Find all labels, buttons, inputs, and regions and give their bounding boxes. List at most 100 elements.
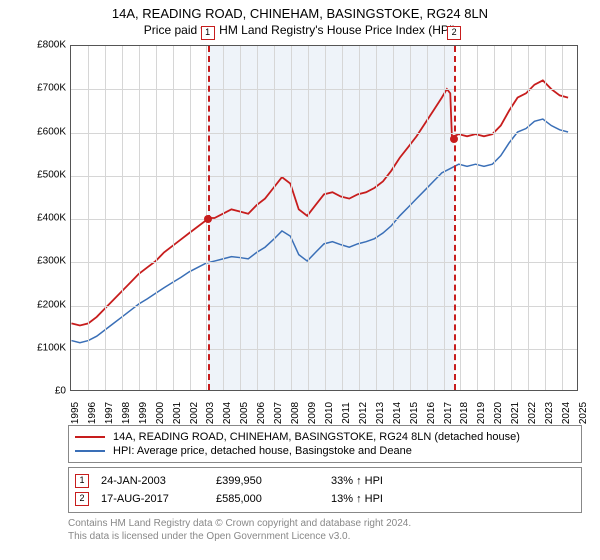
x-tick-label: 2024 [561, 402, 572, 424]
y-tick-label: £400K [37, 213, 66, 224]
gridline-v [257, 46, 258, 390]
gridline-v [427, 46, 428, 390]
x-tick-label: 2005 [239, 402, 250, 424]
sale-point [450, 135, 458, 143]
gridline-h [71, 306, 577, 307]
sale-date: 17-AUG-2017 [101, 493, 216, 505]
x-tick-label: 2014 [392, 402, 403, 424]
gridline-v [494, 46, 495, 390]
plot-region: 12 [70, 45, 578, 391]
gridline-v [359, 46, 360, 390]
legend-swatch [75, 450, 105, 452]
marker-label-box: 1 [201, 26, 215, 40]
x-tick-label: 2011 [341, 402, 352, 424]
sale-pct-vs-hpi: 13% ↑ HPI [331, 493, 431, 505]
sale-marker-icon: 2 [75, 492, 89, 506]
footer-line1: Contains HM Land Registry data © Crown c… [68, 517, 582, 530]
line-series-svg [71, 46, 577, 390]
footer: Contains HM Land Registry data © Crown c… [68, 517, 582, 543]
x-tick-label: 2023 [544, 402, 555, 424]
x-tick-label: 2016 [426, 402, 437, 424]
x-tick-label: 2003 [205, 402, 216, 424]
x-tick-label: 2007 [273, 402, 284, 424]
sale-row: 2 17-AUG-2017£585,00013% ↑ HPI [75, 490, 575, 508]
gridline-v [342, 46, 343, 390]
sale-date: 24-JAN-2003 [101, 475, 216, 487]
legend-label: 14A, READING ROAD, CHINEHAM, BASINGSTOKE… [113, 431, 520, 443]
marker-label-box: 2 [447, 26, 461, 40]
gridline-v [223, 46, 224, 390]
x-tick-label: 2012 [358, 402, 369, 424]
x-tick-label: 2019 [476, 402, 487, 424]
gridline-h [71, 133, 577, 134]
gridline-v [88, 46, 89, 390]
x-tick-label: 2006 [256, 402, 267, 424]
x-tick-label: 1997 [104, 402, 115, 424]
gridline-v [274, 46, 275, 390]
y-tick-label: £300K [37, 256, 66, 267]
x-tick-label: 2008 [290, 402, 301, 424]
x-tick-label: 2018 [459, 402, 470, 424]
gridline-v [308, 46, 309, 390]
y-tick-label: £200K [37, 299, 66, 310]
gridline-v [139, 46, 140, 390]
gridline-v [393, 46, 394, 390]
gridline-v [511, 46, 512, 390]
gridline-v [105, 46, 106, 390]
title-block: 14A, READING ROAD, CHINEHAM, BASINGSTOKE… [8, 6, 592, 37]
footer-line2: This data is licensed under the Open Gov… [68, 530, 582, 543]
x-tick-label: 2001 [172, 402, 183, 424]
gridline-v [444, 46, 445, 390]
x-tick-label: 1998 [121, 402, 132, 424]
sale-price: £585,000 [216, 493, 331, 505]
x-tick-label: 1999 [138, 402, 149, 424]
chart-container: 14A, READING ROAD, CHINEHAM, BASINGSTOKE… [0, 0, 600, 560]
y-tick-label: £100K [37, 342, 66, 353]
gridline-v [122, 46, 123, 390]
gridline-v [173, 46, 174, 390]
gridline-v [240, 46, 241, 390]
sale-row: 124-JAN-2003£399,95033% ↑ HPI [75, 472, 575, 490]
x-tick-label: 1996 [87, 402, 98, 424]
sale-price: £399,950 [216, 475, 331, 487]
y-tick-label: £800K [37, 40, 66, 51]
legend-row: 14A, READING ROAD, CHINEHAM, BASINGSTOKE… [75, 430, 575, 444]
legend-swatch [75, 436, 105, 438]
sale-marker-icon: 1 [75, 474, 89, 488]
x-tick-label: 2010 [324, 402, 335, 424]
chart-subtitle: Price paid vs. HM Land Registry's House … [8, 23, 592, 37]
gridline-v [376, 46, 377, 390]
gridline-v [477, 46, 478, 390]
gridline-v [545, 46, 546, 390]
y-tick-label: £700K [37, 83, 66, 94]
x-tick-label: 1995 [70, 402, 81, 424]
x-tick-label: 2013 [375, 402, 386, 424]
gridline-v [156, 46, 157, 390]
gridline-h [71, 262, 577, 263]
y-tick-label: £500K [37, 169, 66, 180]
gridline-v [410, 46, 411, 390]
x-tick-label: 2002 [189, 402, 200, 424]
x-tick-label: 2020 [493, 402, 504, 424]
gridline-h [71, 89, 577, 90]
gridline-v [325, 46, 326, 390]
legend-box: 14A, READING ROAD, CHINEHAM, BASINGSTOKE… [68, 425, 582, 463]
x-tick-label: 2021 [510, 402, 521, 424]
gridline-v [460, 46, 461, 390]
sale-point [204, 215, 212, 223]
gridline-v [190, 46, 191, 390]
gridline-v [528, 46, 529, 390]
legend-label: HPI: Average price, detached house, Basi… [113, 445, 412, 457]
x-tick-label: 2025 [578, 402, 589, 424]
y-axis: £0£100K£200K£300K£400K£500K£600K£700K£80… [24, 45, 68, 391]
sales-table: 124-JAN-2003£399,95033% ↑ HPI217-AUG-201… [68, 467, 582, 513]
gridline-v [562, 46, 563, 390]
x-tick-label: 2017 [443, 402, 454, 424]
x-axis: 1995 1996 1997 1998 1999 2000 2001 2002 2003 2004… [70, 393, 578, 421]
chart-area: £0 £100K £200K £300K £400K £500K £600K £700K £80… [24, 41, 584, 421]
x-tick-label: 2000 [155, 402, 166, 424]
legend-row: HPI: Average price, detached house, Basi… [75, 444, 575, 458]
y-tick-label: £0 [55, 386, 66, 397]
y-tick-label: £600K [37, 126, 66, 137]
x-tick-label: 2004 [222, 402, 233, 424]
